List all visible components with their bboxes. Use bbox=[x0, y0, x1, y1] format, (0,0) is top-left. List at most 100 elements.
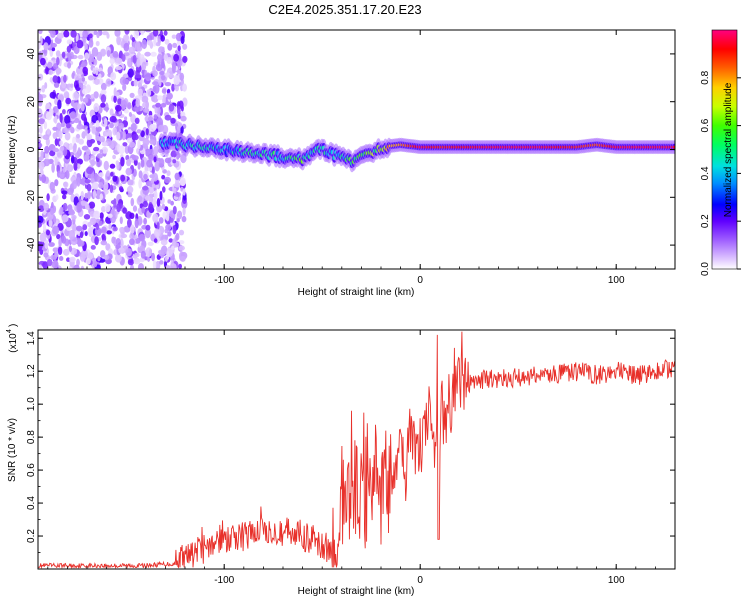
noise-cell bbox=[92, 67, 96, 75]
colorbar-label: Normalized spectral amplitude bbox=[723, 82, 734, 217]
noise-cell bbox=[152, 81, 159, 86]
noise-cell bbox=[55, 67, 62, 75]
noise-cell bbox=[43, 49, 47, 54]
noise-cell bbox=[70, 155, 75, 164]
snr-ytick-label: 0.4 bbox=[26, 496, 37, 510]
noise-cell bbox=[144, 72, 152, 82]
noise-cell bbox=[43, 42, 49, 51]
noise-cell bbox=[126, 137, 133, 144]
noise-cell bbox=[174, 85, 179, 92]
noise-cell bbox=[114, 91, 120, 97]
noise-cell bbox=[140, 57, 147, 63]
noise-cell bbox=[131, 155, 139, 161]
noise-cell bbox=[115, 66, 123, 70]
noise-cell bbox=[164, 114, 172, 121]
noise-cell bbox=[172, 42, 178, 49]
noise-cell bbox=[50, 207, 54, 216]
noise-cell bbox=[167, 231, 172, 237]
noise-cell bbox=[90, 177, 95, 184]
noise-cell bbox=[165, 224, 172, 231]
noise-cell bbox=[121, 130, 127, 141]
noise-cell bbox=[38, 118, 45, 125]
noise-cell bbox=[166, 251, 170, 260]
noise-cell bbox=[158, 77, 162, 87]
noise-cell bbox=[56, 57, 60, 66]
noise-cell bbox=[67, 62, 72, 69]
noise-cell bbox=[137, 88, 143, 97]
noise-cell bbox=[145, 128, 149, 136]
noise-cell bbox=[85, 258, 91, 265]
noise-cell bbox=[130, 197, 135, 207]
noise-cell bbox=[46, 193, 50, 202]
noise-cell bbox=[88, 201, 96, 209]
noise-cell bbox=[130, 114, 137, 124]
noise-cell bbox=[95, 135, 101, 141]
noise-cell bbox=[132, 54, 137, 64]
colorbar-tick-label: 0.8 bbox=[700, 70, 711, 84]
noise-cell bbox=[52, 225, 60, 235]
noise-cell bbox=[45, 229, 51, 236]
noise-cell bbox=[137, 162, 141, 170]
noise-cell bbox=[50, 254, 58, 260]
colorbar: 0.0 0.2 0.4 0.6 0.8 Normalized spectral ampl… bbox=[700, 29, 741, 276]
noise-cell bbox=[110, 72, 117, 81]
noise-cell bbox=[157, 54, 163, 62]
noise-cell bbox=[80, 102, 85, 112]
noise-cell bbox=[90, 245, 96, 250]
noise-cell bbox=[180, 125, 184, 134]
snr-xtick-label: 100 bbox=[608, 575, 625, 586]
noise-cell bbox=[148, 203, 154, 213]
noise-cell bbox=[94, 227, 102, 236]
noise-cell bbox=[63, 91, 70, 99]
noise-cell bbox=[168, 74, 175, 79]
noise-cell bbox=[179, 177, 186, 187]
noise-cell bbox=[71, 72, 75, 79]
noise-cell bbox=[160, 75, 166, 81]
noise-cell bbox=[38, 142, 43, 148]
noise-cell bbox=[126, 158, 132, 167]
noise-cell bbox=[69, 256, 76, 263]
noise-cell bbox=[91, 47, 99, 57]
colorbar-tick-label: 0.6 bbox=[700, 118, 711, 132]
noise-cell bbox=[138, 234, 146, 242]
noise-cell bbox=[52, 75, 59, 83]
noise-cell bbox=[73, 45, 80, 55]
noise-cell bbox=[137, 139, 141, 150]
noise-cell bbox=[103, 106, 110, 111]
noise-cell bbox=[173, 187, 177, 194]
noise-cell bbox=[64, 132, 71, 141]
noise-cell bbox=[172, 224, 177, 235]
noise-cell bbox=[98, 220, 103, 226]
noise-cell bbox=[159, 70, 165, 76]
noise-cell bbox=[180, 105, 184, 112]
noise-cell bbox=[95, 120, 100, 128]
noise-cell bbox=[109, 163, 116, 169]
noise-cell bbox=[105, 216, 112, 224]
noise-cell bbox=[147, 148, 152, 154]
noise-cell bbox=[63, 248, 70, 256]
noise-cell bbox=[86, 138, 93, 148]
noise-cell bbox=[166, 92, 173, 100]
noise-cell bbox=[138, 263, 144, 269]
noise-cell bbox=[143, 108, 150, 113]
noise-cell bbox=[59, 206, 64, 216]
noise-cell bbox=[156, 204, 163, 213]
noise-cell bbox=[112, 175, 118, 182]
noise-cell bbox=[166, 213, 170, 222]
spectrogram-ytick-label: 20 bbox=[26, 96, 37, 108]
noise-cell bbox=[72, 136, 76, 146]
noise-cell bbox=[127, 68, 134, 78]
noise-cell bbox=[48, 242, 55, 247]
noise-cell bbox=[84, 179, 91, 184]
spectrogram-ylabel: Frequency (Hz) bbox=[7, 116, 18, 185]
noise-cell bbox=[156, 95, 163, 101]
noise-cell bbox=[63, 74, 67, 83]
noise-cell bbox=[44, 82, 48, 89]
noise-cell bbox=[40, 150, 44, 159]
noise-cell bbox=[78, 138, 84, 145]
spectrogram-panel: -100 0 100 -40 -20 0 20 40 Height of straight l… bbox=[7, 29, 676, 298]
noise-cell bbox=[49, 77, 54, 83]
noise-cell bbox=[114, 30, 121, 37]
noise-cell bbox=[156, 117, 164, 128]
colorbar-frame bbox=[711, 29, 738, 270]
